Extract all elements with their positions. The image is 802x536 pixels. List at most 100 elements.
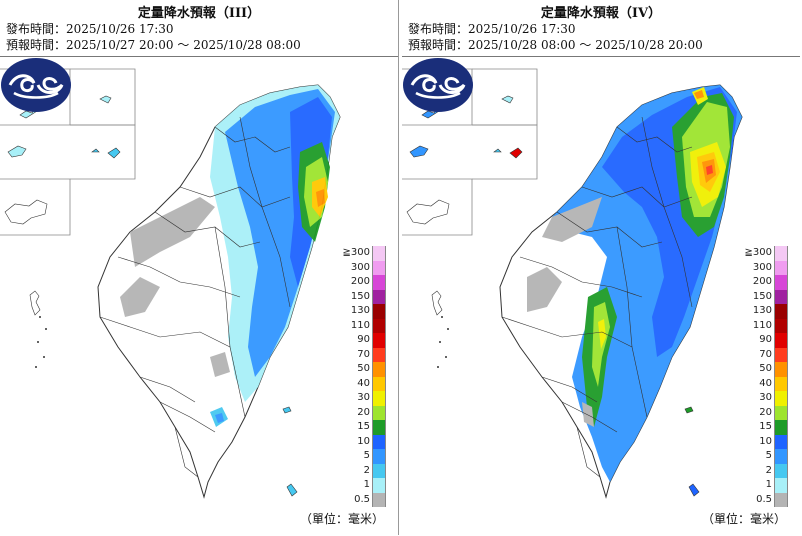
legend-swatch [774,391,788,406]
legend-label: 30 [357,392,370,403]
legend-row: 0.5 [342,492,386,507]
legend-label: 150 [350,290,370,302]
legend-label: 15 [357,421,370,432]
legend-label: 110 [752,319,772,331]
legend-row: 200 [342,275,386,290]
legend-swatch [774,347,788,362]
legend-row: 300 [342,260,386,275]
legend-row: 40 [744,376,788,391]
legend-label: 30 [759,392,772,403]
legend-row: 10 [342,434,386,449]
legend-row: 2 [744,463,788,478]
legend-swatch [774,275,788,290]
legend-label: 20 [759,406,772,418]
cwa-logo-icon [403,58,473,112]
legend-row: 150 [342,289,386,304]
legend-swatch [372,318,386,333]
legend-row: 2 [342,463,386,478]
legend-label: 2 [765,464,772,476]
legend-swatch [372,376,386,391]
county-borders [99,116,291,478]
legend-swatch [372,434,386,449]
legend-swatch [774,304,788,319]
legend-label: 5 [765,450,772,461]
legend-swatch [372,333,386,348]
legend-row: 15 [342,420,386,435]
legend-swatch [774,434,788,449]
panel-divider [398,0,403,535]
legend-row: 30 [342,391,386,406]
legend-swatch [774,492,788,507]
legend-label: ≧300 [342,247,370,258]
legend-row: 50 [342,362,386,377]
legend-row: 1 [342,478,386,493]
legend-label: ≧300 [744,247,772,258]
legend-swatch [372,275,386,290]
legend-row: 5 [744,449,788,464]
rainfall-map [0,56,398,536]
legend-swatch [774,289,788,304]
legend-label: 1 [363,479,370,490]
legend-swatch [774,246,788,261]
legend-row: 90 [342,333,386,348]
legend-row: 0.5 [744,492,788,507]
rainfall-shading [527,85,742,482]
legend-row: 150 [744,289,788,304]
legend-swatch [372,492,386,507]
legend-label: 70 [357,348,370,360]
legend-row: ≧300 [342,246,386,261]
legend-label: 20 [357,406,370,418]
legend-label: 40 [759,377,772,389]
legend-swatch [774,420,788,435]
issue-time: 發布時間：2025/10/26 17:30 [408,22,576,36]
legend-row: ≧300 [744,246,788,261]
legend-label: 0.5 [354,493,370,505]
rainfall-shading [120,85,340,427]
legend-label: 70 [759,348,772,360]
legend-row: 10 [744,434,788,449]
legend-label: 90 [357,334,370,345]
legend-label: 40 [357,377,370,389]
legend-label: 130 [752,305,772,316]
legend-row: 110 [342,318,386,333]
legend-row: 70 [342,347,386,362]
legend-label: 200 [752,276,772,287]
unit-label: （單位：毫米） [701,512,786,526]
legend-label: 90 [759,334,772,345]
legend-row: 70 [744,347,788,362]
rainfall-legend: ≧300 300 200 150 130 110 90 70 50 40 30 … [744,246,788,507]
legend-swatch [372,420,386,435]
legend-swatch [774,318,788,333]
legend-row: 15 [744,420,788,435]
legend-row: 110 [744,318,788,333]
legend-swatch [372,304,386,319]
valid-time: 預報時間：2025/10/27 20:00 ～ 2025/10/28 08:00 [6,38,301,52]
legend-row: 300 [744,260,788,275]
county-borders [501,116,693,478]
legend-swatch [372,289,386,304]
legend-label: 0.5 [756,493,772,505]
legend-row: 40 [342,376,386,391]
legend-swatch [774,463,788,478]
taiwan-map-svg [0,68,341,499]
legend-label: 130 [350,305,370,316]
legend-row: 5 [342,449,386,464]
legend-row: 20 [744,405,788,420]
panel-title: 定量降水預報（III） [137,6,261,21]
legend-swatch [372,405,386,420]
legend-label: 10 [357,435,370,447]
inset-frames [0,68,136,236]
forecast-panel-iv: 定量降水預報（IV） 發布時間：2025/10/26 17:30 預報時間：20… [402,0,800,535]
legend-row: 30 [744,391,788,406]
legend-label: 50 [357,363,370,374]
legend-row: 200 [744,275,788,290]
panel-title: 定量降水預報（IV） [540,6,662,21]
issue-time: 發布時間：2025/10/26 17:30 [6,22,174,36]
legend-label: 300 [350,261,370,273]
taiwan-map-svg [402,68,743,499]
valid-time: 預報時間：2025/10/28 08:00 ～ 2025/10/28 20:00 [408,38,703,52]
legend-label: 2 [363,464,370,476]
legend-swatch [774,478,788,493]
legend-swatch [372,449,386,464]
legend-swatch [774,362,788,377]
